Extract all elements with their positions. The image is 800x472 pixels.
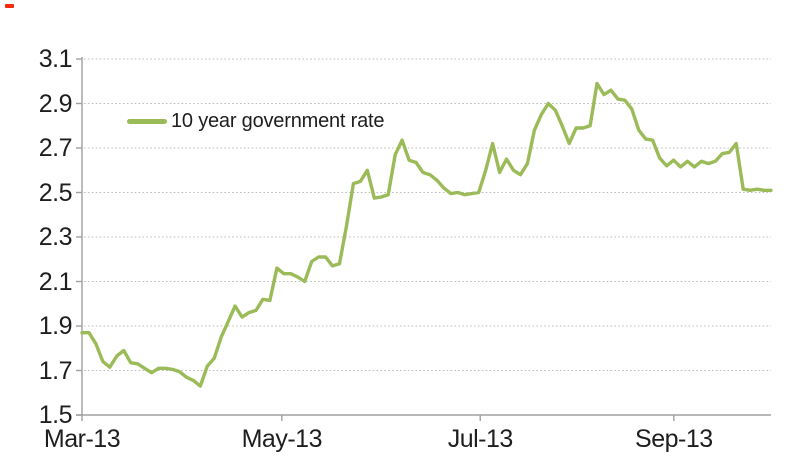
y-axis-label: 3.1 <box>38 45 73 73</box>
y-axis-label: 2.1 <box>38 267 73 296</box>
x-axis-label: Mar-13 <box>43 425 121 453</box>
y-axis-label: 1.9 <box>38 312 73 340</box>
legend: 10 year government rate <box>127 108 385 134</box>
x-axis-label: Sep-13 <box>635 425 713 453</box>
y-axis-label: 2.3 <box>38 223 73 251</box>
y-axis-label: 2.7 <box>38 134 73 162</box>
x-axis-label: Jul-13 <box>447 425 514 453</box>
series-line <box>80 81 773 388</box>
y-axis-label: 1.5 <box>38 401 73 429</box>
x-axis-label: May-13 <box>241 425 323 453</box>
legend-label: 10 year government rate <box>171 109 385 132</box>
y-axis-label: 2.5 <box>38 178 73 207</box>
legend-line-swatch <box>127 118 167 124</box>
red-mark-artifact <box>5 4 14 8</box>
y-axis-label: 1.7 <box>38 356 73 385</box>
y-axis-label: 2.9 <box>38 89 73 118</box>
